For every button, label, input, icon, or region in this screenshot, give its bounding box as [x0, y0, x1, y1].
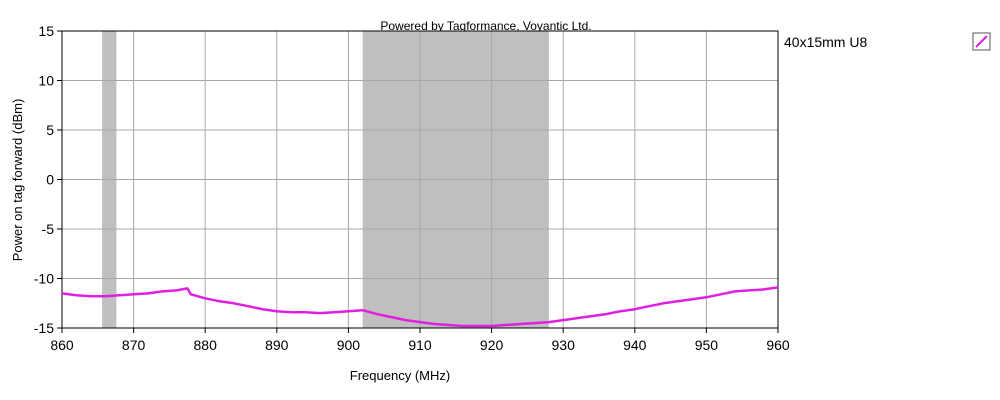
- y-tick-label: 10: [38, 73, 54, 89]
- y-tick-label: -5: [42, 221, 55, 237]
- x-tick-label: 870: [122, 337, 146, 353]
- series-layer: [61, 286, 779, 328]
- x-tick-label: 950: [695, 337, 719, 353]
- x-tick-label: 860: [50, 337, 74, 353]
- x-tick-label: 930: [552, 337, 576, 353]
- x-tick-label: 910: [408, 337, 432, 353]
- series-line: [61, 286, 779, 328]
- x-tick-label: 890: [265, 337, 289, 353]
- legend-entry-label: 40x15mm U8: [784, 34, 867, 50]
- legend: 40x15mm U8: [784, 32, 991, 51]
- grid: [61, 30, 779, 329]
- x-tick-label: 940: [623, 337, 647, 353]
- y-tick-label: -10: [34, 271, 54, 287]
- x-tick-label: 960: [766, 337, 790, 353]
- y-tick-label: 15: [38, 23, 54, 39]
- y-axis-label: Power on tag forward (dBm): [10, 99, 25, 262]
- y-tick-label: 5: [46, 122, 54, 138]
- y-tick-label: 0: [46, 172, 54, 188]
- x-tick-label: 880: [194, 337, 218, 353]
- legend-swatch: [972, 32, 991, 51]
- x-tick-label: 920: [480, 337, 504, 353]
- x-tick-label: 900: [337, 337, 361, 353]
- chart-title: Powered by Tagformance, Voyantic Ltd.: [380, 19, 591, 33]
- y-axis: 15 10 5 0 -5 -10 -15: [34, 23, 62, 336]
- x-axis-label: Frequency (MHz): [350, 368, 450, 383]
- x-axis: 860 870 880 890 900 910 920 930 940 950 960: [50, 328, 790, 353]
- y-tick-label: -15: [34, 320, 54, 336]
